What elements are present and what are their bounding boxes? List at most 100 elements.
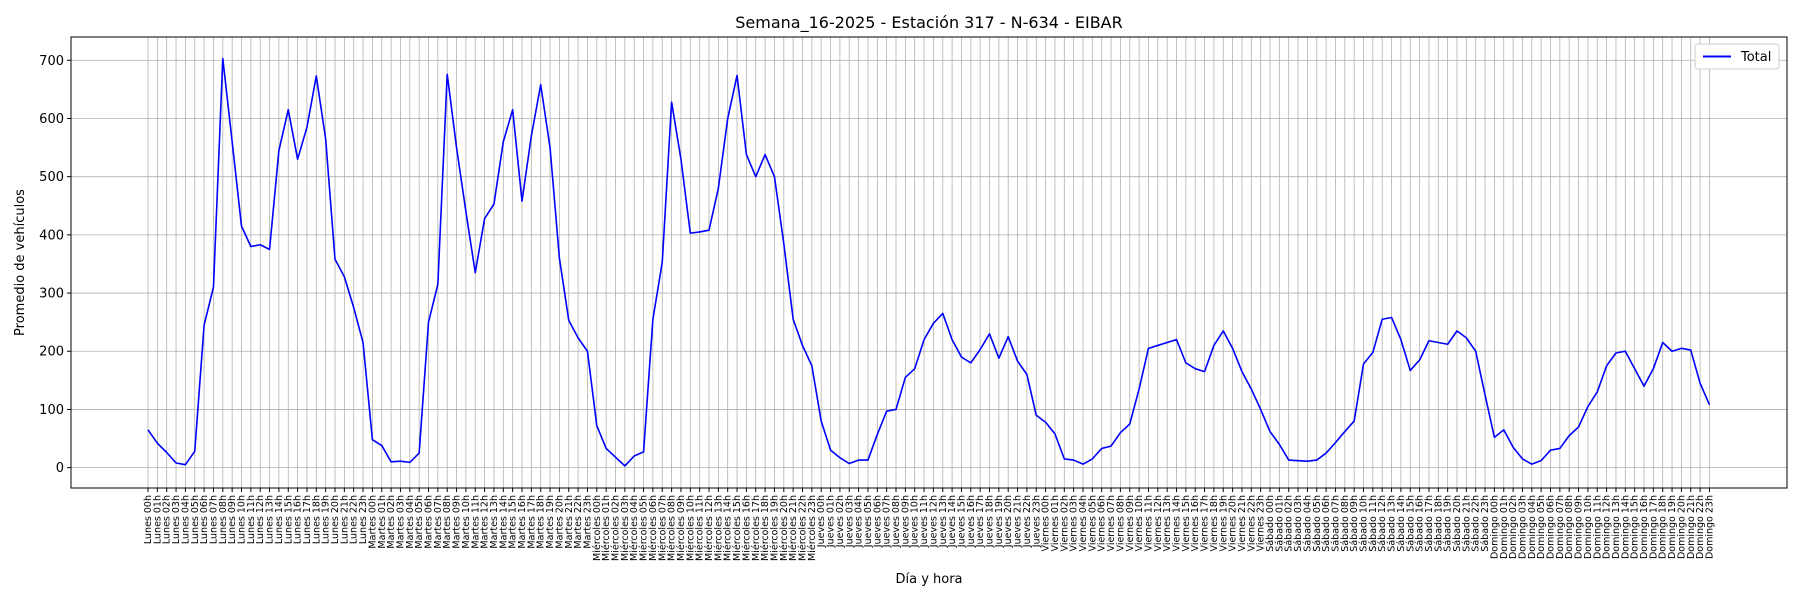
x-tick-label: Lunes 16h <box>293 495 304 544</box>
x-tick-label: Domingo 12h <box>1602 495 1613 559</box>
x-tick-label: Domingo 03h <box>1517 495 1528 559</box>
x-tick-label: Domingo 14h <box>1620 495 1631 559</box>
x-tick-label: Lunes 15h <box>283 495 294 544</box>
x-tick-label: Viernes 23h <box>1256 495 1267 551</box>
x-tick-label: Viernes 19h <box>1218 495 1229 551</box>
x-tick-label: Jueves 19h <box>994 495 1005 548</box>
x-tick-label: Sábado 23h <box>1480 495 1491 552</box>
x-tick-label: Martes 22h <box>573 495 584 549</box>
y-tick-label: 600 <box>39 112 64 127</box>
x-tick-label: Jueves 00h <box>816 495 827 548</box>
x-tick-label: Domingo 21h <box>1686 495 1697 559</box>
x-tick-label: Martes 14h <box>498 495 509 549</box>
x-tick-label: Miércoles 11h <box>695 495 706 561</box>
x-tick-label: Lunes 09h <box>227 495 238 544</box>
x-tick-label: Martes 16h <box>517 495 528 549</box>
x-tick-label: Jueves 02h <box>835 495 846 548</box>
x-tick-label: Jueves 15h <box>956 495 967 548</box>
x-tick-label: Lunes 05h <box>190 495 201 544</box>
x-tick-label: Jueves 04h <box>854 495 865 548</box>
y-tick-label: 0 <box>56 461 64 476</box>
x-tick-label: Jueves 17h <box>975 495 986 548</box>
x-tick-label: Martes 09h <box>452 495 463 549</box>
x-tick-label: Martes 20h <box>554 495 565 549</box>
x-tick-label: Lunes 19h <box>321 495 332 544</box>
x-tick-label: Miércoles 04h <box>629 495 640 561</box>
x-tick-label: Miércoles 15h <box>732 495 743 561</box>
x-tick-label: Viernes 13h <box>1162 495 1173 551</box>
x-tick-label: Domingo 10h <box>1583 495 1594 559</box>
x-tick-label: Domingo 11h <box>1592 495 1603 559</box>
x-tick-label: Domingo 05h <box>1536 495 1547 559</box>
x-tick-label: Sábado 02h <box>1284 495 1295 552</box>
x-tick-label: Jueves 08h <box>891 495 902 548</box>
x-tick-label: Lunes 02h <box>162 495 173 544</box>
x-tick-label: Martes 00h <box>367 495 378 549</box>
x-tick-label: Lunes 21h <box>339 495 350 544</box>
x-tick-label: Sábado 07h <box>1330 495 1341 552</box>
x-tick-label: Viernes 18h <box>1209 495 1220 551</box>
x-tick-label: Miércoles 21h <box>788 495 799 561</box>
x-tick-label: Martes 12h <box>480 495 491 549</box>
x-tick-label: Lunes 18h <box>311 495 322 544</box>
x-tick-label: Sábado 04h <box>1302 495 1313 552</box>
x-tick-label: Jueves 09h <box>900 495 911 548</box>
x-tick-label: Viernes 09h <box>1125 495 1136 551</box>
x-tick-label: Martes 01h <box>377 495 388 549</box>
x-tick-label: Miércoles 16h <box>741 495 752 561</box>
x-tick-label: Domingo 13h <box>1611 495 1622 559</box>
y-tick-label: 100 <box>39 403 64 418</box>
series-line-layer <box>147 57 1711 467</box>
x-tick-label: Martes 07h <box>433 495 444 549</box>
x-tick-label: Viernes 05h <box>1087 495 1098 551</box>
x-tick-label: Viernes 15h <box>1181 495 1192 551</box>
x-tick-label: Martes 11h <box>470 495 481 549</box>
x-tick-label: Miércoles 20h <box>779 495 790 561</box>
x-tick-label: Sábado 08h <box>1340 495 1351 552</box>
x-tick-label: Jueves 16h <box>966 495 977 548</box>
x-tick-label: Domingo 20h <box>1676 495 1687 559</box>
legend-label-total: Total <box>1740 50 1771 65</box>
x-tick-label: Sábado 05h <box>1312 495 1323 552</box>
x-tick-label: Sábado 00h <box>1265 495 1276 552</box>
x-tick-label: Sábado 18h <box>1433 495 1444 552</box>
x-tick-label: Viernes 00h <box>1041 495 1052 551</box>
x-tick-label: Martes 23h <box>582 495 593 549</box>
x-tick-label: Martes 13h <box>489 495 500 549</box>
x-tick-label: Martes 06h <box>424 495 435 549</box>
x-tick-label: Lunes 14h <box>274 495 285 544</box>
legend: Total <box>1694 43 1780 70</box>
x-tick-label: Lunes 08h <box>218 495 229 544</box>
x-tick-label: Miércoles 00h <box>592 495 603 561</box>
x-tick-label: Lunes 23h <box>358 495 369 544</box>
x-tick-label: Viernes 12h <box>1153 495 1164 551</box>
y-tick-label: 200 <box>39 345 64 360</box>
x-tick-label: Viernes 03h <box>1069 495 1080 551</box>
x-tick-label: Viernes 07h <box>1106 495 1117 551</box>
x-tick-label: Miércoles 14h <box>723 495 734 561</box>
x-tick-label: Domingo 00h <box>1489 495 1500 559</box>
x-tick-label: Martes 15h <box>508 495 519 549</box>
x-tick-label: Viernes 04h <box>1078 495 1089 551</box>
x-tick-label: Miércoles 17h <box>751 495 762 561</box>
x-tick-label: Miércoles 05h <box>639 495 650 561</box>
x-tick-label: Viernes 06h <box>1097 495 1108 551</box>
x-tick-label: Martes 18h <box>536 495 547 549</box>
x-tick-label: Domingo 04h <box>1527 495 1538 559</box>
x-tick-label: Domingo 23h <box>1704 495 1715 559</box>
x-tick-label: Miércoles 10h <box>685 495 696 561</box>
x-tick-label: Lunes 04h <box>180 495 191 544</box>
x-tick-label: Domingo 22h <box>1695 495 1706 559</box>
y-tick-label: 400 <box>39 228 64 243</box>
x-tick-label: Lunes 12h <box>255 495 266 544</box>
x-tick-label: Viernes 16h <box>1190 495 1201 551</box>
x-tick-label: Lunes 11h <box>246 495 257 544</box>
x-tick-label: Jueves 12h <box>928 495 939 548</box>
x-tick-label: Jueves 03h <box>844 495 855 548</box>
x-tick-label: Jueves 23h <box>1031 495 1042 548</box>
x-tick-label: Jueves 05h <box>863 495 874 548</box>
x-tick-label: Martes 17h <box>526 495 537 549</box>
x-tick-label: Lunes 17h <box>302 495 313 544</box>
